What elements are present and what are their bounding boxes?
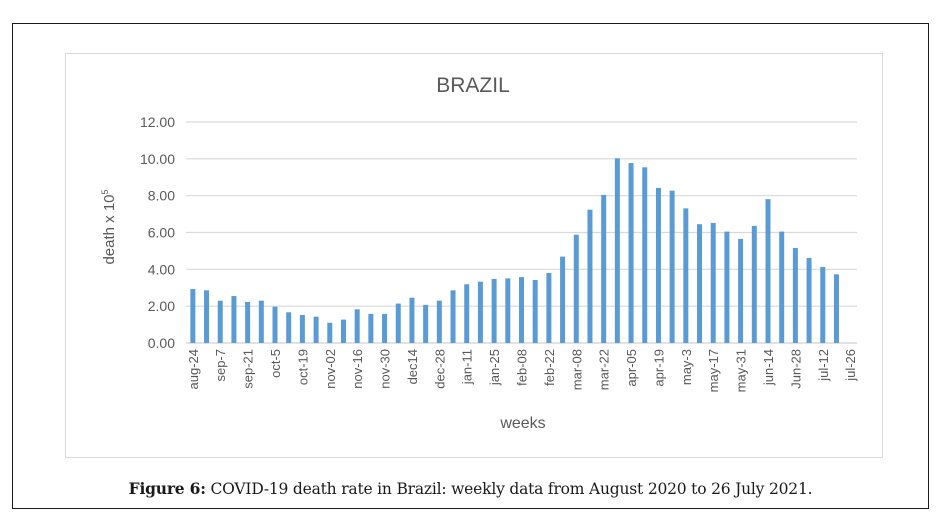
chart-title: BRAZIL — [436, 74, 510, 97]
bar-dec-28 — [436, 300, 442, 343]
bar-aug-31 — [204, 290, 210, 343]
bar-nov-30 — [382, 313, 388, 343]
x-tick-label: may-17 — [706, 349, 721, 392]
bar-apr-12 — [642, 167, 648, 343]
x-tick-label: jul-26 — [843, 349, 858, 382]
bar-feb-08 — [519, 277, 524, 343]
x-tick-label: sep-7 — [213, 349, 228, 382]
bar-apr-26 — [669, 190, 675, 343]
x-tick-label: nov-02 — [323, 349, 338, 389]
bar-nov-09 — [340, 319, 346, 343]
bar-apr-05 — [628, 163, 634, 343]
y-axis-ticks: 0.00 2.00 4.00 6.00 8.00 10.00 12.00 — [140, 114, 175, 351]
y-tick-label: 0.00 — [148, 335, 175, 351]
bar-oct-12 — [286, 312, 292, 343]
bar-dec14 — [409, 297, 415, 343]
x-tick-label: oct-5 — [268, 349, 283, 378]
bar-oct-26 — [313, 316, 319, 343]
bar-mar-15 — [587, 209, 593, 343]
y-tick-label: 2.00 — [148, 298, 175, 314]
bar-oct-5 — [272, 306, 278, 343]
x-tick-label: mar-08 — [569, 349, 584, 390]
x-tick-label: dec-28 — [432, 349, 447, 389]
x-tick-label: nov-30 — [378, 349, 393, 389]
x-tick-label: may-3 — [679, 349, 694, 385]
bar-feb-15 — [532, 280, 538, 343]
x-tick-label: jun-14 — [761, 349, 776, 386]
x-axis-label: weeks — [499, 415, 545, 432]
y-axis-label-exponent: 5 — [100, 189, 110, 194]
bar-mar-29 — [614, 158, 620, 343]
bar-sep-14 — [231, 296, 237, 343]
bar-may-24 — [724, 231, 730, 343]
x-tick-label: jul-12 — [816, 349, 831, 382]
bar-jun-7 — [751, 225, 757, 343]
bar-may-31 — [738, 238, 744, 343]
bar-sep-21 — [245, 301, 251, 343]
x-tick-label: apr-05 — [624, 349, 639, 387]
bar-sep-7 — [217, 300, 223, 343]
y-tick-label: 6.00 — [148, 225, 175, 241]
x-tick-label: feb-22 — [542, 349, 557, 386]
figure-caption: Figure 6: COVID-19 death rate in Brazil:… — [0, 479, 941, 498]
bar-aug-24 — [190, 289, 196, 343]
bar-may-17 — [710, 222, 716, 343]
bar-Jun-28 — [792, 247, 798, 343]
bar-oct-19 — [299, 315, 305, 343]
bar-sep-28 — [258, 300, 264, 343]
x-tick-label: aug-24 — [186, 349, 201, 389]
bar-nov-23 — [368, 313, 374, 343]
bar-feb-22 — [546, 273, 552, 343]
bar-may-3 — [683, 208, 689, 343]
bar-nov-02 — [327, 322, 333, 343]
chart-area — [65, 53, 883, 458]
figure-caption-text: COVID-19 death rate in Brazil: weekly da… — [205, 480, 813, 498]
x-tick-label: mar-22 — [597, 349, 612, 390]
bar-dec-21 — [423, 304, 429, 343]
x-tick-label: sep-21 — [241, 349, 256, 389]
bar-jun-21 — [779, 231, 785, 343]
y-tick-label: 10.00 — [140, 151, 175, 167]
y-tick-label: 8.00 — [148, 188, 175, 204]
figure-caption-label: Figure 6: — [128, 479, 206, 498]
bar-jan-4 — [450, 290, 456, 343]
y-axis-label-text: death x 10 — [101, 194, 118, 264]
bar-jul-12 — [820, 266, 826, 343]
bar-mar-08 — [573, 234, 579, 343]
bar-nov-16 — [354, 309, 360, 343]
bar-apr-19 — [655, 187, 661, 343]
x-tick-label: nov-16 — [350, 349, 365, 389]
x-tick-label: dec14 — [405, 349, 420, 384]
bars — [190, 158, 839, 343]
x-tick-label: feb-08 — [515, 349, 530, 386]
bar-dec-7 — [395, 303, 401, 343]
bar-may-10 — [697, 224, 703, 343]
bar-jul-5 — [806, 257, 812, 343]
x-tick-label: apr-19 — [651, 349, 666, 387]
bar-jun-14 — [765, 199, 771, 343]
bar-mar-22 — [601, 194, 607, 343]
bar-jan-11 — [464, 284, 470, 343]
y-axis-label: death x 105 — [100, 189, 118, 264]
x-tick-label: oct-19 — [295, 349, 310, 385]
x-axis-ticks: aug-24 sep-7 sep-21 oct-5 oct-19 nov-02 nov-16… — [186, 349, 858, 392]
x-tick-label: jan-25 — [487, 349, 502, 386]
y-tick-label: 12.00 — [140, 114, 175, 130]
x-tick-label: jan-11 — [460, 349, 475, 385]
x-tick-label: Jun-28 — [788, 349, 803, 389]
bar-mar-1 — [560, 256, 566, 343]
y-tick-label: 4.00 — [148, 261, 175, 277]
x-tick-label: may-31 — [734, 349, 749, 392]
bar-jan-18 — [477, 281, 483, 343]
bar-feb-1 — [505, 278, 511, 343]
bar-jan-25 — [491, 278, 497, 343]
figure-border — [12, 23, 929, 509]
bar-jul-19 — [833, 274, 839, 343]
